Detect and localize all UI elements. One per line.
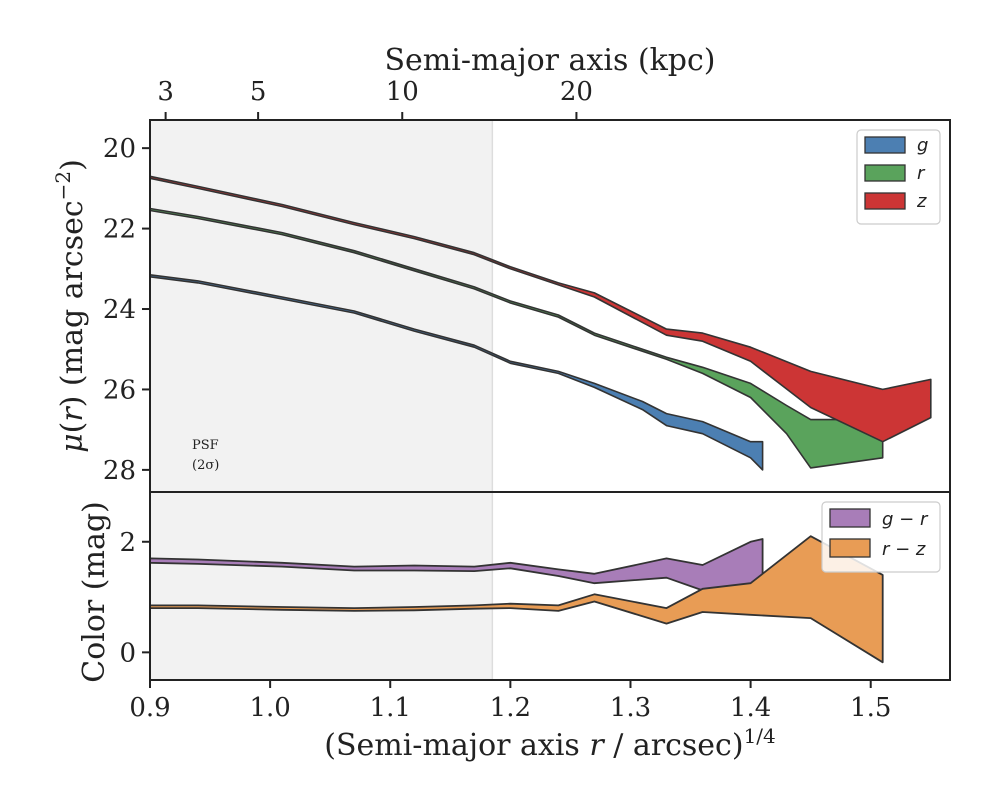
legend-label-r: r	[917, 163, 926, 184]
x-tick-label: 1.1	[370, 693, 411, 723]
y-tick-label: 26	[103, 375, 136, 405]
x-tick-label: 1.5	[850, 693, 891, 723]
legend-label-g-r: g − r	[882, 509, 929, 530]
band-r-z	[149, 535, 884, 664]
y-tick-label: 24	[103, 295, 136, 325]
y-tick-label: 20	[103, 134, 136, 164]
y-ticks-bottom: 02	[119, 528, 150, 668]
kpc-tick-label: 10	[386, 77, 419, 107]
x-ticks-kpc: 3 5 10 20	[157, 77, 593, 120]
y-tick-label: 22	[103, 215, 136, 245]
y-tick-label: 28	[103, 456, 136, 486]
legend-label-g: g	[917, 135, 928, 156]
x-tick-label: 1.3	[610, 693, 651, 723]
panel-top: PSF (2σ) 20 22 24 26 28 3 5 10 20 grz	[103, 77, 951, 493]
x-tick-label: 0.9	[129, 693, 170, 723]
x-ticks-bottom: 0.9 1.0 1.1 1.2 1.3 1.4 1.5	[129, 680, 891, 723]
legend-swatch-r	[864, 164, 906, 182]
psf-annotation: PSF (2σ)	[192, 438, 219, 473]
x-tick-label: 1.4	[730, 693, 771, 723]
legend-bottom: g − r r − z	[821, 501, 941, 573]
x-tick-label: 1.2	[490, 693, 531, 723]
kpc-tick-label: 20	[560, 77, 593, 107]
series-group-bottom	[149, 535, 884, 664]
legend-label-z: z	[916, 191, 927, 212]
legend-swatch-g	[864, 136, 906, 154]
y-tick-label: 0	[119, 638, 136, 668]
y-axis-label-mu: μ(r) (mag arcsec−2)	[51, 159, 90, 453]
kpc-tick-label: 3	[157, 77, 174, 107]
band-r	[149, 207, 884, 469]
series-group-top	[149, 175, 932, 471]
shaded-psf-region-bottom	[150, 492, 493, 680]
legend-top: grz	[856, 129, 941, 225]
x-axis-label-kpc: Semi-major axis (kpc)	[385, 43, 716, 78]
legend-swatch-g-r	[829, 508, 871, 528]
legend-label-r-z: r − z	[882, 539, 926, 560]
legend-swatch-r-z	[829, 538, 871, 558]
legend-swatch-z	[864, 192, 906, 210]
y-ticks-top: 20 22 24 26 28	[103, 134, 150, 486]
y-tick-label: 2	[119, 528, 136, 558]
kpc-tick-label: 5	[250, 77, 267, 107]
band-z	[149, 175, 932, 443]
x-axis-label-r14: (Semi-major axis r / arcsec)1/4	[324, 724, 776, 763]
panel-bottom: 02 0.9 1.0 1.1 1.2 1.3 1.4 1.5 g − rr − z	[119, 491, 951, 723]
psf-label: PSF	[192, 438, 219, 453]
band-g	[149, 274, 764, 471]
y-axis-label-color: Color (mag)	[77, 501, 112, 683]
psf-sigma-label: (2σ)	[192, 458, 219, 473]
x-tick-label: 1.0	[249, 693, 290, 723]
axes-frame-bottom	[149, 491, 951, 681]
